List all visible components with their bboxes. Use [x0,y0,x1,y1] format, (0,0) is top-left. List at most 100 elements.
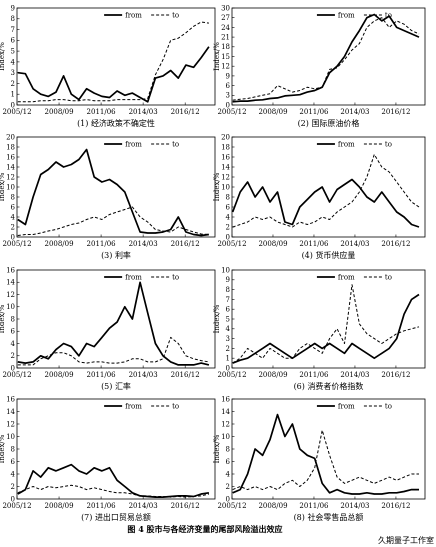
y-tick-label: 6 [226,82,231,90]
y-tick-label: 6 [11,203,16,211]
y-tick-label: 15 [221,53,230,61]
x-tick-label: 2016/12 [381,240,410,248]
y-tick-label: 18 [6,143,15,151]
x-tick-label: 2005/12 [2,240,31,248]
x-tick-label: 2011/06 [87,371,117,379]
x-tick-label: 2011/06 [87,108,117,116]
panel-caption: (2) 国际原油价格 [298,118,360,128]
y-tick-label: 0 [11,364,15,372]
series-line-to [232,284,420,364]
y-tick-label: 0 [11,233,15,241]
y-tick-label: 8 [11,193,15,201]
plot-frame [231,269,426,369]
y-axis-label: Index/% [213,434,221,463]
legend-label-to: to [172,12,179,20]
series-line-from [17,46,210,103]
panel-caption: (3) 利率 [101,250,131,260]
y-tick-label: 0 [226,101,230,109]
series-line-from [232,413,419,495]
panel-caption: (4) 货币供应量 [302,250,356,260]
panel-caption: (5) 汇率 [101,381,131,391]
y-tick-label: 0 [226,495,230,503]
y-tick-label: 14 [6,163,15,171]
y-tick-label: 0 [11,495,15,503]
y-tick-label: 8 [11,315,15,323]
y-tick-label: 8 [11,445,15,453]
y-tick-label: 21 [221,34,230,42]
y-tick-label: 12 [221,63,230,71]
y-tick-label: 6 [11,328,16,336]
y-axis-label: Index/% [213,172,221,201]
series-line-to [232,429,419,491]
legend-label-from: from [338,141,355,149]
legend-label-to: to [172,403,179,411]
y-tick-label: 3 [226,92,230,100]
y-tick-label: 12 [221,173,230,181]
x-tick-label: 2008/09 [44,240,73,248]
chart-panel-8: 0 2 4 6 8 10 12 14 16 2005/12 2008/09 2011/06 2014/0… [213,395,426,522]
series-line-to [232,154,420,228]
x-tick-label: 2005/12 [217,502,246,510]
x-tick-label: 2008/09 [258,371,287,379]
y-tick-label: 14 [6,408,15,416]
x-tick-label: 2014/03 [340,371,369,379]
x-tick-label: 2016/12 [171,371,200,379]
x-tick-label: 2005/12 [2,502,31,510]
y-tick-label: 10 [221,266,230,274]
x-tick-label: 2008/09 [44,108,73,116]
x-tick-label: 2014/03 [129,371,158,379]
y-tick-label: 6 [226,458,231,466]
series-line-from [17,281,210,366]
y-tick-label: 10 [221,433,230,441]
x-tick-label: 2011/06 [87,502,117,510]
y-tick-label: 16 [6,395,15,403]
y-tick-label: 4 [11,470,16,478]
y-tick-label: 2 [11,223,15,231]
y-tick-label: 12 [6,173,15,181]
y-tick-label: 14 [221,408,230,416]
y-tick-label: 2 [11,352,15,360]
x-tick-label: 2014/03 [340,108,369,116]
plot-frame [16,7,216,106]
y-tick-label: 12 [221,420,230,428]
y-axis-label: Index/% [213,42,221,71]
legend-label-to: to [172,141,179,149]
y-tick-label: 5 [226,315,230,323]
y-tick-label: 20 [6,133,15,141]
panel-caption: (6) 消费者价格指数 [294,381,364,391]
x-tick-label: 2008/09 [258,502,287,510]
y-tick-label: 7 [226,296,230,304]
plot-frame [231,398,426,500]
series-line-from [17,148,210,237]
figure-title: 图 4 股市与各经济变量的尾部风险溢出效应 [127,524,282,534]
legend-label-to: to [172,274,179,282]
y-tick-label: 2 [226,223,230,231]
series-line-to [232,17,420,101]
y-axis-label: Index/% [0,172,6,201]
x-tick-label: 2016/12 [381,502,410,510]
plot-frame [231,7,426,106]
y-tick-label: 1 [11,91,15,99]
series-line-from [232,13,420,103]
y-tick-label: 24 [221,24,230,32]
watermark-text: 久期量子工作室 [378,535,434,545]
x-tick-label: 2005/12 [217,108,246,116]
y-tick-label: 2 [226,345,230,353]
legend-label-from: from [125,141,142,149]
y-tick-label: 10 [221,183,230,191]
series-line-to [17,206,209,236]
y-tick-label: 6 [226,203,231,211]
y-axis-label: Index/% [0,434,6,463]
legend-label-from: from [338,12,355,20]
chart-panel-4: 0 2 4 6 8 10 12 14 16 18 20 2005/12 2008/09 2011/06 20… [213,133,426,260]
y-tick-label: 10 [6,433,15,441]
y-tick-label: 10 [6,303,15,311]
x-tick-label: 2005/12 [2,108,31,116]
y-tick-label: 14 [221,163,230,171]
y-tick-label: 7 [11,26,15,34]
panel-caption: (7) 进出口贸易总额 [81,512,151,522]
x-tick-label: 2008/09 [258,108,287,116]
y-tick-label: 4 [11,340,16,348]
x-tick-label: 2016/12 [381,108,410,116]
